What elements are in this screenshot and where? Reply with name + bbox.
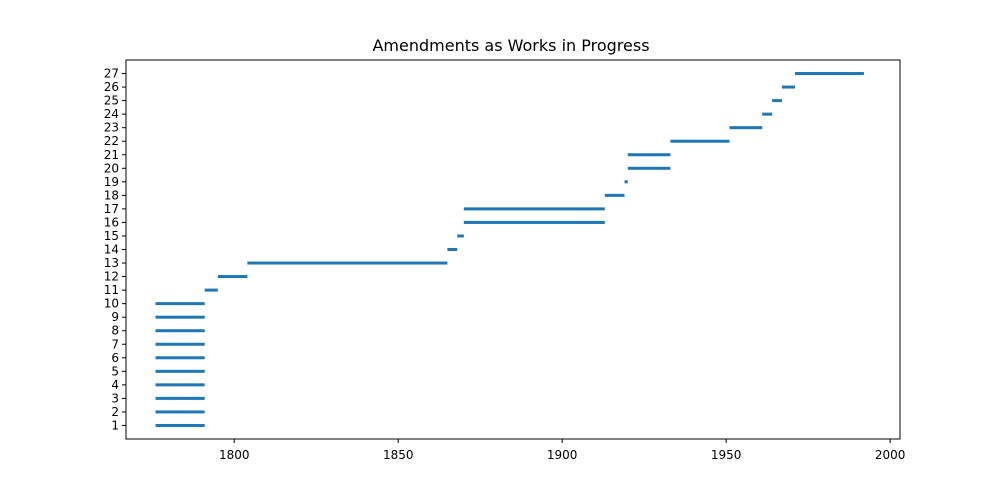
bars-layer <box>155 72 864 427</box>
y-tick-label: 5 <box>111 364 119 378</box>
bar-amendment-10 <box>155 302 205 306</box>
bar-amendment-23 <box>729 126 763 130</box>
bar-amendment-19 <box>624 180 628 184</box>
bar-amendment-9 <box>155 315 205 319</box>
bar-amendment-6 <box>155 356 205 360</box>
bar-amendment-20 <box>627 166 671 170</box>
y-tick-label: 1 <box>111 418 119 432</box>
bar-amendment-24 <box>762 112 773 116</box>
y-tick-label: 24 <box>104 107 119 121</box>
y-tick-label: 12 <box>104 270 119 284</box>
y-tick-label: 9 <box>111 310 119 324</box>
y-tick-label: 14 <box>104 243 119 257</box>
bar-amendment-3 <box>155 396 205 400</box>
y-tick-label: 23 <box>104 121 119 135</box>
plot-frame <box>125 59 901 440</box>
bar-amendment-4 <box>155 383 205 387</box>
bar-amendment-16 <box>463 220 605 224</box>
y-tick-label: 3 <box>111 391 119 405</box>
x-tick-label: 1800 <box>219 448 250 462</box>
y-tick-label: 6 <box>111 351 119 365</box>
y-tick-label: 10 <box>104 297 119 311</box>
y-tick-label: 26 <box>104 80 119 94</box>
bar-amendment-1 <box>155 423 205 427</box>
y-tick-label: 19 <box>104 175 119 189</box>
y-axis: 1234567891011121314151617181920212223242… <box>104 67 126 432</box>
bar-amendment-2 <box>155 410 205 414</box>
bar-amendment-21 <box>627 153 671 157</box>
bar-amendment-11 <box>204 288 218 292</box>
y-tick-label: 13 <box>104 256 119 270</box>
y-tick-label: 2 <box>111 405 119 419</box>
y-tick-label: 17 <box>104 202 119 216</box>
bar-amendment-5 <box>155 369 205 373</box>
bar-amendment-14 <box>447 248 458 251</box>
x-tick-label: 1950 <box>711 448 742 462</box>
bar-amendment-18 <box>604 193 625 197</box>
y-tick-label: 22 <box>104 134 119 148</box>
x-tick-label: 2000 <box>875 448 906 462</box>
y-tick-label: 21 <box>104 148 119 162</box>
bar-amendment-25 <box>772 99 782 103</box>
bar-amendment-27 <box>795 72 864 76</box>
chart-title: Amendments as Works in Progress <box>372 36 649 55</box>
y-tick-label: 7 <box>111 337 119 351</box>
y-tick-label: 20 <box>104 161 119 175</box>
y-tick-label: 27 <box>104 67 119 81</box>
x-tick-label: 1900 <box>547 448 578 462</box>
y-tick-label: 25 <box>104 94 119 108</box>
bar-amendment-15 <box>457 234 464 238</box>
bar-amendment-12 <box>217 275 248 279</box>
y-tick-label: 4 <box>111 378 119 392</box>
y-tick-label: 18 <box>104 188 119 202</box>
bar-amendment-22 <box>670 139 730 143</box>
bar-amendment-17 <box>463 207 605 211</box>
y-tick-label: 11 <box>104 283 119 297</box>
bar-amendment-26 <box>781 85 796 89</box>
y-tick-label: 8 <box>111 324 119 338</box>
y-tick-label: 16 <box>104 215 119 229</box>
y-tick-label: 15 <box>104 229 119 243</box>
bar-amendment-13 <box>247 261 448 265</box>
x-tick-label: 1850 <box>383 448 414 462</box>
x-axis: 1800 1850 1900 1950 2000 <box>219 439 905 462</box>
bar-amendment-8 <box>155 329 205 333</box>
bar-amendment-7 <box>155 342 205 346</box>
